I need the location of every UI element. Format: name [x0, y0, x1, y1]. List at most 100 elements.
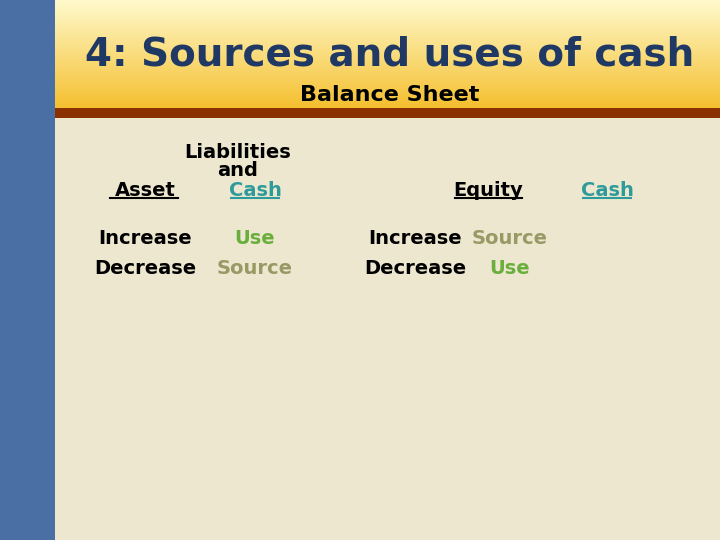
Bar	[0, 25, 720, 26]
Bar	[0, 6, 720, 7]
Bar	[0, 12, 720, 13]
Bar	[0, 0, 55, 540]
Bar	[0, 78, 720, 79]
Bar	[0, 43, 720, 44]
Text: Equity: Equity	[453, 180, 523, 199]
Bar	[0, 45, 720, 46]
Bar	[0, 98, 720, 99]
Bar	[0, 84, 720, 85]
Bar	[0, 65, 720, 66]
Bar	[0, 89, 720, 90]
Bar	[0, 49, 720, 50]
Bar	[0, 87, 720, 88]
Bar	[0, 34, 720, 35]
Bar	[0, 107, 720, 108]
Bar	[0, 95, 720, 96]
Bar	[0, 33, 720, 34]
Bar	[0, 9, 720, 10]
Bar	[0, 70, 720, 71]
Bar	[0, 102, 720, 103]
Bar	[0, 51, 720, 52]
Bar	[0, 74, 720, 75]
Bar	[0, 81, 720, 82]
Bar	[0, 86, 720, 87]
Bar	[0, 42, 720, 43]
Bar	[0, 4, 720, 5]
Bar	[0, 5, 720, 6]
Text: Liabilities: Liabilities	[184, 143, 292, 161]
Bar	[0, 59, 720, 60]
Text: Source: Source	[472, 228, 548, 247]
Bar	[0, 29, 720, 30]
Bar	[0, 101, 720, 102]
Bar	[0, 82, 720, 83]
Bar	[0, 63, 720, 64]
Bar	[0, 66, 720, 67]
Bar	[0, 69, 720, 70]
Bar	[0, 27, 720, 28]
Bar	[0, 83, 720, 84]
Text: Increase: Increase	[368, 228, 462, 247]
Bar	[0, 14, 720, 15]
Text: Cash: Cash	[580, 180, 634, 199]
Bar	[0, 60, 720, 61]
Bar	[0, 56, 720, 57]
Bar	[0, 106, 720, 107]
Bar	[0, 31, 720, 32]
Bar	[0, 77, 720, 78]
Text: Decrease: Decrease	[364, 259, 466, 278]
Bar	[0, 8, 720, 9]
Bar	[0, 100, 720, 101]
Bar	[0, 73, 720, 74]
Text: Decrease: Decrease	[94, 259, 196, 278]
Bar	[0, 15, 720, 16]
Bar	[0, 88, 720, 89]
Bar	[0, 64, 720, 65]
Bar	[0, 97, 720, 98]
Bar	[0, 2, 720, 3]
Bar	[0, 10, 720, 11]
Bar	[0, 13, 720, 14]
Text: Use: Use	[235, 228, 275, 247]
Bar	[0, 24, 720, 25]
Bar	[0, 39, 720, 40]
Bar	[0, 46, 720, 47]
Bar	[0, 3, 720, 4]
Bar	[0, 90, 720, 91]
Bar	[0, 76, 720, 77]
Bar	[0, 91, 720, 92]
Bar	[0, 7, 720, 8]
Bar	[0, 108, 720, 118]
Bar	[0, 19, 720, 20]
Bar	[0, 68, 720, 69]
Text: Source: Source	[217, 259, 293, 278]
Bar	[0, 20, 720, 21]
Bar	[0, 54, 720, 55]
Bar	[0, 104, 720, 105]
Text: Increase: Increase	[98, 228, 192, 247]
Bar	[0, 28, 720, 29]
Bar	[0, 40, 720, 41]
Bar	[0, 67, 720, 68]
Bar	[0, 47, 720, 48]
Bar	[0, 21, 720, 22]
Bar	[0, 79, 720, 80]
Bar	[0, 1, 720, 2]
Bar	[0, 30, 720, 31]
Text: Cash: Cash	[228, 180, 282, 199]
Bar	[0, 53, 720, 54]
Bar	[0, 17, 720, 18]
Bar	[0, 103, 720, 104]
Bar	[0, 38, 720, 39]
Text: Asset: Asset	[114, 180, 176, 199]
Bar	[0, 57, 720, 58]
Bar	[0, 22, 720, 23]
Text: 4: Sources and uses of cash: 4: Sources and uses of cash	[86, 35, 695, 73]
Bar	[0, 26, 720, 27]
Bar	[0, 16, 720, 17]
Bar	[0, 0, 720, 1]
Bar	[0, 72, 720, 73]
Bar	[0, 80, 720, 81]
Bar	[0, 99, 720, 100]
Bar	[0, 44, 720, 45]
